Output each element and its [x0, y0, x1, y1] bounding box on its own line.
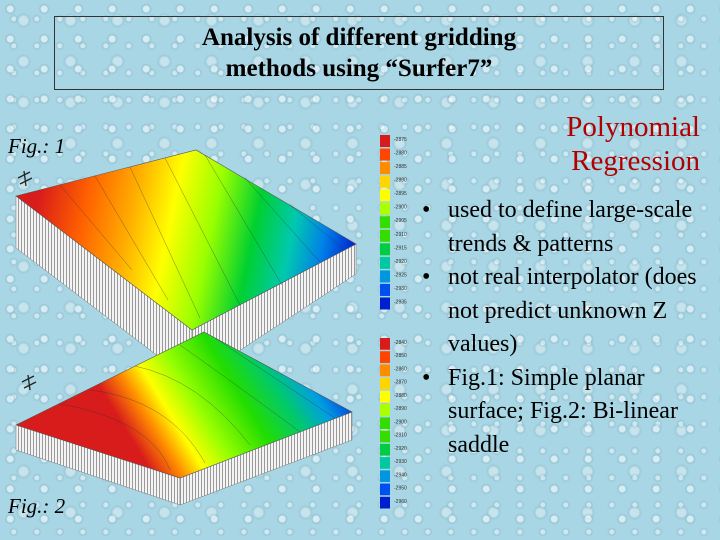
legend-tick-label: -2905 — [394, 218, 407, 224]
north-arrow-icon — [17, 170, 33, 187]
bullet-item: Fig.1: Simple planar surface; Fig.2: Bi-… — [418, 362, 714, 463]
legend-swatch — [380, 338, 390, 350]
bullet-item: not real interpolator (does not predict … — [418, 261, 714, 362]
legend-swatch — [380, 483, 390, 496]
legend-tick-label: -2880 — [394, 393, 407, 399]
legend-swatch — [380, 283, 390, 296]
legend-swatch — [380, 189, 390, 202]
legend-swatch — [380, 148, 390, 161]
fig1-color-legend: -2875 -2880 -2885 -2890 -2895 -2900 -2905 -2910… — [380, 135, 407, 310]
legend-swatch — [380, 175, 390, 188]
legend-swatch — [380, 270, 390, 283]
legend-swatch — [380, 430, 390, 443]
section-heading: Polynomial Regression — [566, 111, 700, 177]
legend-swatch — [380, 216, 390, 229]
fig2-label: Fig.: 2 — [8, 494, 66, 518]
legend-tick-label: -2870 — [394, 380, 407, 386]
legend-swatch — [380, 404, 390, 416]
legend-swatch — [380, 229, 390, 242]
fig1-label: Fig.: 1 — [8, 134, 66, 158]
legend-swatch — [380, 417, 390, 430]
legend-swatch — [380, 496, 390, 509]
north-arrow-icon — [21, 374, 37, 391]
legend-tick-label: -2920 — [394, 446, 407, 452]
legend-tick-label: -2880 — [394, 151, 407, 157]
legend-tick-label: -2895 — [394, 191, 407, 197]
legend-tick-label: -2930 — [394, 459, 407, 465]
fig1-contours — [59, 154, 346, 319]
legend-tick-label: -2900 — [394, 205, 407, 211]
legend-swatch — [380, 256, 390, 269]
legend-tick-label: -2900 — [394, 419, 407, 425]
legend-tick-label: -2890 — [394, 406, 407, 412]
title-box: Analysis of different gridding methods u… — [54, 16, 664, 90]
legend-tick-label: -2890 — [394, 178, 407, 184]
fig2-top-surface — [15, 331, 353, 479]
fig2-contours — [59, 337, 336, 471]
fig1-top-surface — [15, 149, 357, 331]
legend-swatch — [380, 470, 390, 483]
legend-tick-label: -2875 — [394, 137, 407, 143]
legend-tick-label: -2850 — [394, 353, 407, 359]
legend-tick-label: -2920 — [394, 259, 407, 265]
legend-tick-label: -2885 — [394, 164, 407, 170]
legend-tick-label: -2860 — [394, 366, 407, 372]
slide-title: Analysis of different gridding methods u… — [201, 24, 517, 82]
legend-tick-label: -2940 — [394, 472, 407, 478]
legend-tick-label: -2935 — [394, 299, 407, 305]
legend-swatch — [380, 457, 390, 469]
bullet-item: used to define large-scale trends & patt… — [418, 194, 714, 261]
legend-swatch — [380, 243, 390, 256]
fig2-color-legend: -2840 -2850 -2860 -2870 -2880 -2890 -2900 -2910… — [380, 338, 407, 509]
legend-swatch — [380, 390, 390, 403]
legend-swatch — [380, 202, 390, 215]
legend-tick-label: -2925 — [394, 272, 407, 278]
legend-tick-label: -2840 — [394, 340, 407, 346]
legend-swatch — [380, 377, 390, 390]
legend-swatch — [380, 443, 390, 456]
legend-tick-label: -2910 — [394, 232, 407, 238]
legend-tick-label: -2960 — [394, 499, 407, 505]
bullet-list: used to define large-scale trends & patt… — [418, 194, 714, 462]
legend-swatch — [380, 351, 390, 363]
legend-tick-label: -2910 — [394, 433, 407, 439]
legend-swatch — [380, 364, 390, 377]
legend-swatch — [380, 297, 390, 310]
legend-swatch — [380, 135, 390, 148]
legend-tick-label: -2950 — [394, 486, 407, 492]
legend-swatch — [380, 162, 390, 175]
legend-tick-label: -2915 — [394, 245, 407, 251]
legend-tick-label: -2930 — [394, 286, 407, 292]
